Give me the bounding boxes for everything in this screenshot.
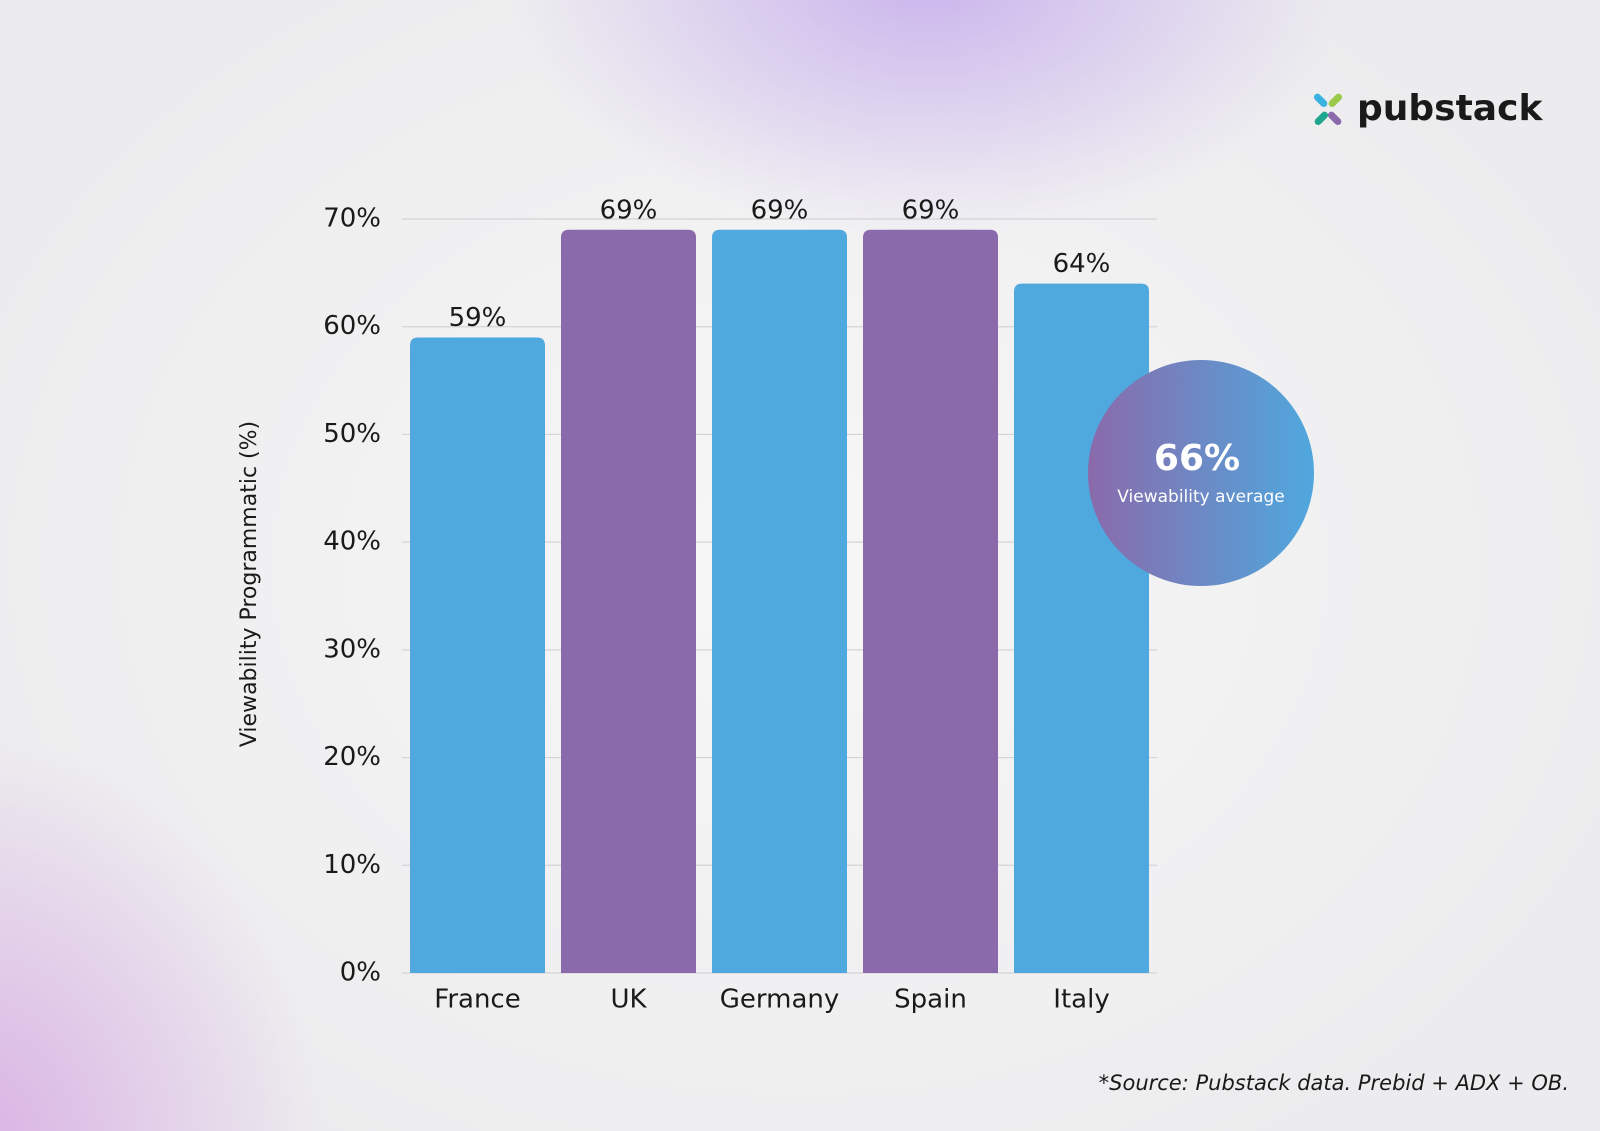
average-badge: 66% Viewability average — [1088, 360, 1314, 586]
x-tick-label: Italy — [1053, 985, 1109, 1015]
value-label: 69% — [902, 195, 960, 225]
x-tick-label: France — [434, 985, 520, 1015]
value-label: 69% — [600, 195, 658, 225]
y-tick-label: 30% — [323, 634, 381, 664]
y-tick-label: 50% — [323, 419, 381, 449]
y-tick-label: 0% — [340, 958, 381, 988]
value-label: 59% — [449, 303, 507, 333]
bar — [410, 337, 545, 973]
x-tick-label: Germany — [720, 985, 840, 1015]
y-tick-label: 40% — [323, 527, 381, 557]
x-tick-label: UK — [610, 985, 647, 1015]
average-text: Viewability average — [1117, 487, 1284, 507]
y-tick-label: 10% — [323, 850, 381, 880]
source-note: *Source: Pubstack data. Prebid + ADX + O… — [1099, 1071, 1569, 1095]
y-axis-label: Viewability Programmatic (%) — [237, 421, 262, 747]
x-tick-label: Spain — [894, 985, 967, 1015]
value-label: 64% — [1053, 249, 1111, 279]
y-tick-label: 20% — [323, 742, 381, 772]
y-tick-label: 60% — [323, 311, 381, 341]
logo — [1313, 93, 1343, 126]
value-label: 69% — [751, 195, 809, 225]
bar — [863, 229, 998, 973]
bar — [561, 229, 696, 973]
bar — [712, 229, 847, 973]
average-circle — [1088, 360, 1314, 586]
y-tick-label: 70% — [323, 204, 381, 234]
brand: pubstack — [1357, 88, 1543, 129]
average-value: 66% — [1154, 438, 1240, 479]
